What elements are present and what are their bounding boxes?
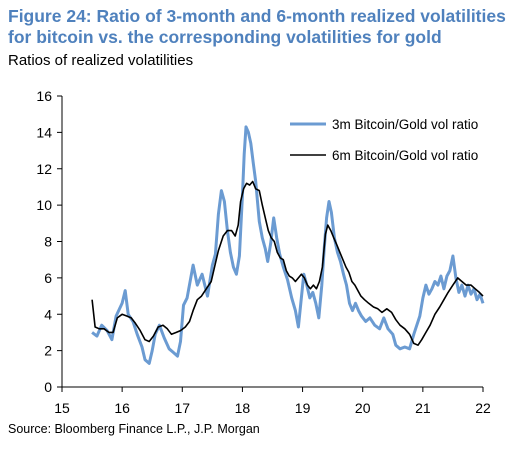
y-tick-label: 2 [44,343,52,359]
y-tick-label: 8 [44,234,52,250]
y-tick-label: 0 [44,379,52,395]
series-line-2 [91,180,484,346]
legend-label-1: 3m Bitcoin/Gold vol ratio [332,117,478,132]
y-tick-label: 16 [36,88,52,104]
axes: 0 2 4 6 8 10 12 14 16 15 16 17 18 19 20 21 22 [36,88,491,416]
chart-canvas: 0 2 4 6 8 10 12 14 16 15 16 17 18 19 20 21 22 3m Bitcoin… [36,88,491,416]
x-tick-label: 16 [114,400,130,416]
legend: 3m Bitcoin/Gold vol ratio 6m Bitcoin/Gold… [290,117,478,163]
y-tick-label: 12 [36,161,52,177]
x-tick-label: 20 [355,400,371,416]
y-tick-label: 6 [44,270,52,286]
x-tick-label: 18 [235,400,251,416]
y-tick-label: 14 [36,124,52,140]
legend-label-2: 6m Bitcoin/Gold vol ratio [332,148,478,163]
y-tick-label: 10 [36,197,52,213]
source-note: Source: Bloomberg Finance L.P., J.P. Mor… [8,422,260,436]
series-layer [91,125,485,365]
x-tick-label: 22 [475,400,491,416]
x-tick-label: 21 [415,400,431,416]
chart-subtitle: Ratios of realized volatilities [8,52,194,69]
series-line-1 [91,125,485,365]
x-tick-label: 19 [295,400,311,416]
x-tick-label: 17 [174,400,190,416]
y-tick-label: 4 [44,306,52,322]
chart-title: Figure 24: Ratio of 3-month and 6-month … [8,6,506,47]
x-tick-label: 15 [54,400,70,416]
